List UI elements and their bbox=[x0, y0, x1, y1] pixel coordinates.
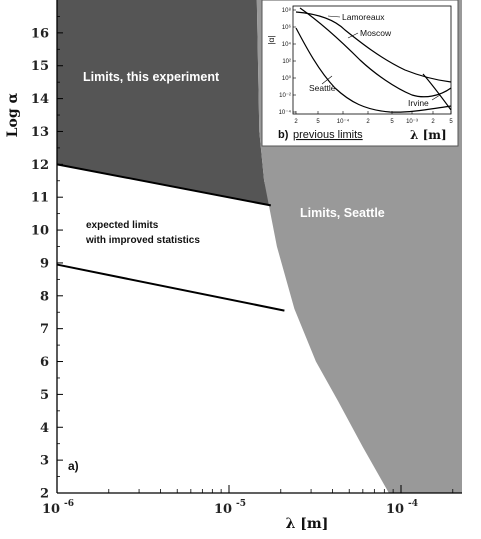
x-tick-label: 10 bbox=[214, 502, 232, 517]
y-tick-label: 6 bbox=[40, 355, 49, 370]
y-tick-label: 8 bbox=[40, 289, 49, 304]
inset-y-tick-label: 10⁶ bbox=[282, 24, 292, 31]
inset-x-label: λ [m] bbox=[410, 128, 447, 142]
inset-x-tick-label: 5 bbox=[316, 119, 320, 125]
y-tick-label: 14 bbox=[31, 92, 49, 107]
inset-x-tick-label: 2 bbox=[431, 119, 435, 125]
label-expected-1: expected limits bbox=[86, 220, 159, 231]
inset-x-tick-label: 5 bbox=[390, 119, 394, 125]
inset-label-moscow: Moscow bbox=[360, 28, 392, 38]
inset-plot-area bbox=[292, 5, 452, 115]
inset-y-tick-label: 10⁻² bbox=[279, 93, 291, 99]
inset-x-tick-label: 10⁻³ bbox=[406, 119, 418, 125]
inset-y-tick-label: 10⁴ bbox=[282, 41, 292, 48]
y-tick-label: 9 bbox=[40, 256, 49, 271]
inset-y-tick-label: 10⁸ bbox=[282, 7, 292, 14]
inset-y-tick-label: 10² bbox=[282, 59, 291, 65]
y-tick-label: 11 bbox=[31, 191, 49, 206]
inset-pointer-moscow bbox=[347, 32, 359, 39]
x-tick-exponent: -6 bbox=[64, 499, 74, 509]
inset-caption-text: previous limits bbox=[293, 129, 363, 141]
y-ticks: 2 3 4 5 6 7 8 9 10 11 12 13 14 15 16 bbox=[31, 16, 63, 502]
x-axis-label: λ [m] bbox=[286, 516, 329, 532]
inset-curve-seattle bbox=[295, 27, 452, 113]
inset-curve-moscow bbox=[299, 7, 452, 98]
inset-curve-irvine bbox=[422, 73, 452, 111]
region-this-experiment bbox=[57, 0, 271, 206]
x-ticks: 10 -6 10 -5 10 -4 bbox=[42, 485, 454, 517]
label-this-experiment: Limits, this experiment bbox=[83, 70, 220, 84]
limit-line-this-experiment bbox=[56, 163, 271, 207]
y-tick-label: 13 bbox=[31, 125, 49, 140]
y-tick-label: 10 bbox=[31, 224, 49, 239]
inset-label-lamoreaux: Lamoreaux bbox=[342, 12, 385, 22]
inset-caption-letter: b) bbox=[278, 129, 289, 141]
inset-label-irvine: Irvine bbox=[408, 98, 429, 108]
y-tick-label: 2 bbox=[40, 487, 49, 502]
inset-pointer-seattle bbox=[321, 75, 333, 85]
x-tick-exponent: -4 bbox=[408, 499, 418, 509]
panel-label-a: a) bbox=[68, 459, 79, 473]
y-tick-label: 16 bbox=[31, 26, 49, 41]
y-tick-label: 15 bbox=[31, 59, 49, 74]
y-tick-label: 4 bbox=[40, 421, 49, 436]
inset-x-ticks: 2 5 10⁻⁴ 2 5 10⁻³ 2 5 bbox=[294, 111, 453, 125]
y-tick-label: 12 bbox=[31, 158, 49, 173]
y-tick-label: 7 bbox=[40, 322, 49, 337]
inset-pointer-irvine bbox=[431, 94, 441, 101]
y-tick-label: 3 bbox=[40, 454, 49, 469]
label-seattle: Limits, Seattle bbox=[300, 206, 385, 220]
inset-label-seattle: Seattle bbox=[309, 83, 336, 93]
inset-y-label: |α| bbox=[266, 35, 276, 44]
limit-line-expected bbox=[56, 263, 285, 312]
inset-curve-lamoreaux bbox=[295, 11, 452, 83]
inset-y-ticks: 10⁸ 10⁶ 10⁴ 10² 10⁰ 10⁻² 10⁻⁴ bbox=[279, 7, 296, 116]
inset-x-tick-label: 5 bbox=[449, 119, 453, 125]
inset-x-tick-label: 10⁻⁴ bbox=[337, 118, 350, 125]
label-expected-2: with improved statistics bbox=[85, 235, 200, 246]
inset-pointer-lamoreaux bbox=[327, 15, 341, 18]
inset-x-tick-label: 2 bbox=[366, 119, 370, 125]
y-tick-label: 5 bbox=[40, 388, 49, 403]
x-tick-label: 10 bbox=[386, 502, 404, 517]
x-tick-label: 10 bbox=[42, 502, 60, 517]
inset-y-tick-label: 10⁰ bbox=[282, 75, 292, 82]
x-tick-exponent: -5 bbox=[236, 499, 246, 509]
y-axis-label: Log α bbox=[5, 92, 21, 137]
inset-x-tick-label: 2 bbox=[294, 119, 298, 125]
inset-y-tick-label: 10⁻⁴ bbox=[279, 109, 292, 116]
